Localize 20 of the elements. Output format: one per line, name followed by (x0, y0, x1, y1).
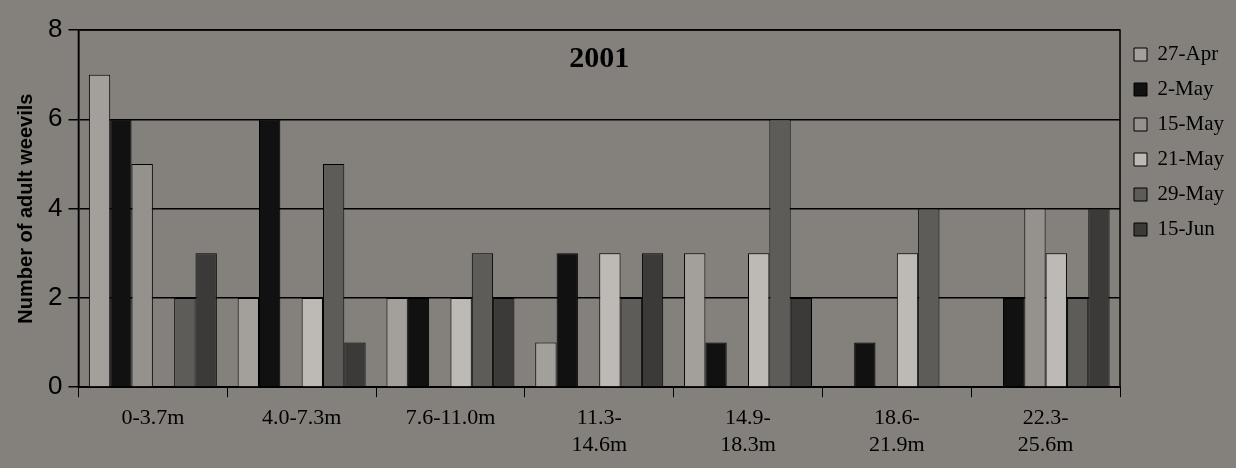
legend-label: 15-Jun (1157, 216, 1216, 241)
x-tick-label: 22.3-25.6m (1017, 404, 1074, 456)
legend-label: 2-May (1157, 76, 1214, 101)
y-tick-label: 4 (47, 191, 63, 222)
y-tick-label: 6 (47, 102, 63, 133)
y-axis-title: Number of adult weevils (13, 93, 36, 324)
legend-label: 15-May (1157, 111, 1225, 136)
x-tick-label: 18.6-21.9m (869, 404, 925, 456)
x-tick-label: 4.0-7.3m (261, 404, 342, 430)
legend-label: 21-May (1157, 146, 1225, 171)
x-tick-label: 14.9-18.3m (720, 404, 776, 456)
legend-label: 27-Apr (1157, 41, 1219, 66)
legend-label: 29-May (1157, 181, 1225, 206)
x-tick-label: 7.6-11.0m (405, 404, 496, 430)
x-tick-label: 11.3-14.6m (571, 404, 628, 456)
y-tick-label: 8 (47, 13, 63, 44)
chart-title: 2001 (569, 39, 630, 73)
y-tick-label: 0 (47, 370, 63, 401)
y-tick-label: 2 (47, 281, 63, 312)
x-tick-label: 0-3.7m (121, 404, 185, 430)
